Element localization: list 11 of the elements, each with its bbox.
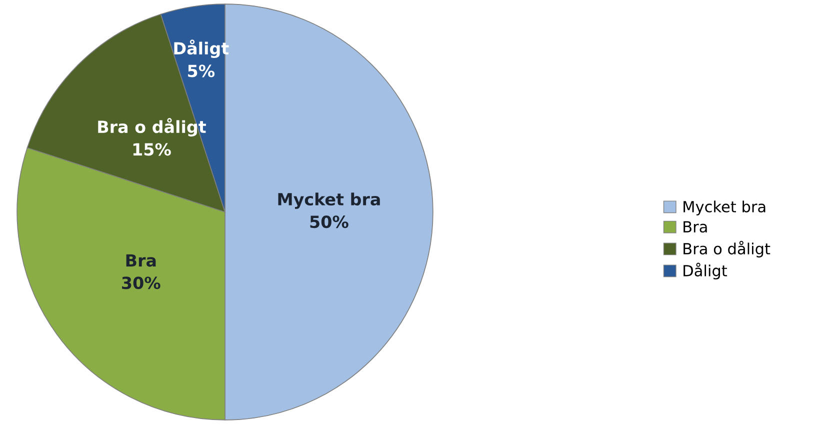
legend-label: Mycket bra: [684, 200, 766, 216]
legend-label: Bra o dåligt: [684, 240, 770, 258]
legend-label: Bra: [684, 221, 707, 233]
legend-label: Dåligt: [684, 262, 728, 280]
slice-label: Mycket bra: [278, 192, 380, 209]
slice-label: Bra: [126, 254, 156, 267]
data-label: 15%: [133, 143, 171, 156]
slice-label: Bra o dåligt: [98, 118, 206, 136]
data-label: 30%: [122, 276, 160, 290]
data-label: 5%: [188, 64, 215, 78]
data-label: 50%: [310, 216, 348, 228]
